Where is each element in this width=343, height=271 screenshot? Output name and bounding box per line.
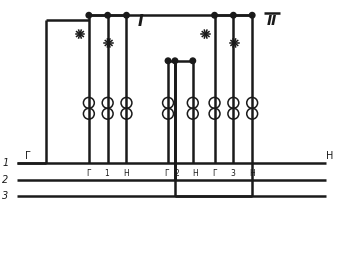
Text: 1: 1	[2, 158, 9, 168]
Circle shape	[249, 12, 255, 18]
Text: I: I	[138, 14, 143, 29]
Text: Н: Н	[123, 169, 129, 178]
Circle shape	[230, 12, 236, 18]
Circle shape	[165, 58, 171, 63]
Circle shape	[190, 58, 196, 63]
Text: II: II	[267, 14, 277, 28]
Text: Н: Н	[192, 169, 198, 178]
Text: 1: 1	[104, 169, 109, 178]
Text: 2: 2	[175, 169, 179, 178]
Text: Г: Г	[165, 169, 169, 178]
Text: Г: Г	[86, 169, 91, 178]
Text: Н: Н	[249, 169, 255, 178]
Circle shape	[105, 12, 110, 18]
Circle shape	[86, 12, 92, 18]
Circle shape	[172, 58, 178, 63]
Circle shape	[212, 12, 217, 18]
Text: Г: Г	[212, 169, 217, 178]
Text: 3: 3	[2, 191, 9, 201]
Text: Н: Н	[327, 151, 334, 161]
Text: 3: 3	[230, 169, 235, 178]
Text: Г: Г	[24, 151, 31, 161]
Circle shape	[124, 12, 129, 18]
Text: 2: 2	[2, 175, 9, 185]
